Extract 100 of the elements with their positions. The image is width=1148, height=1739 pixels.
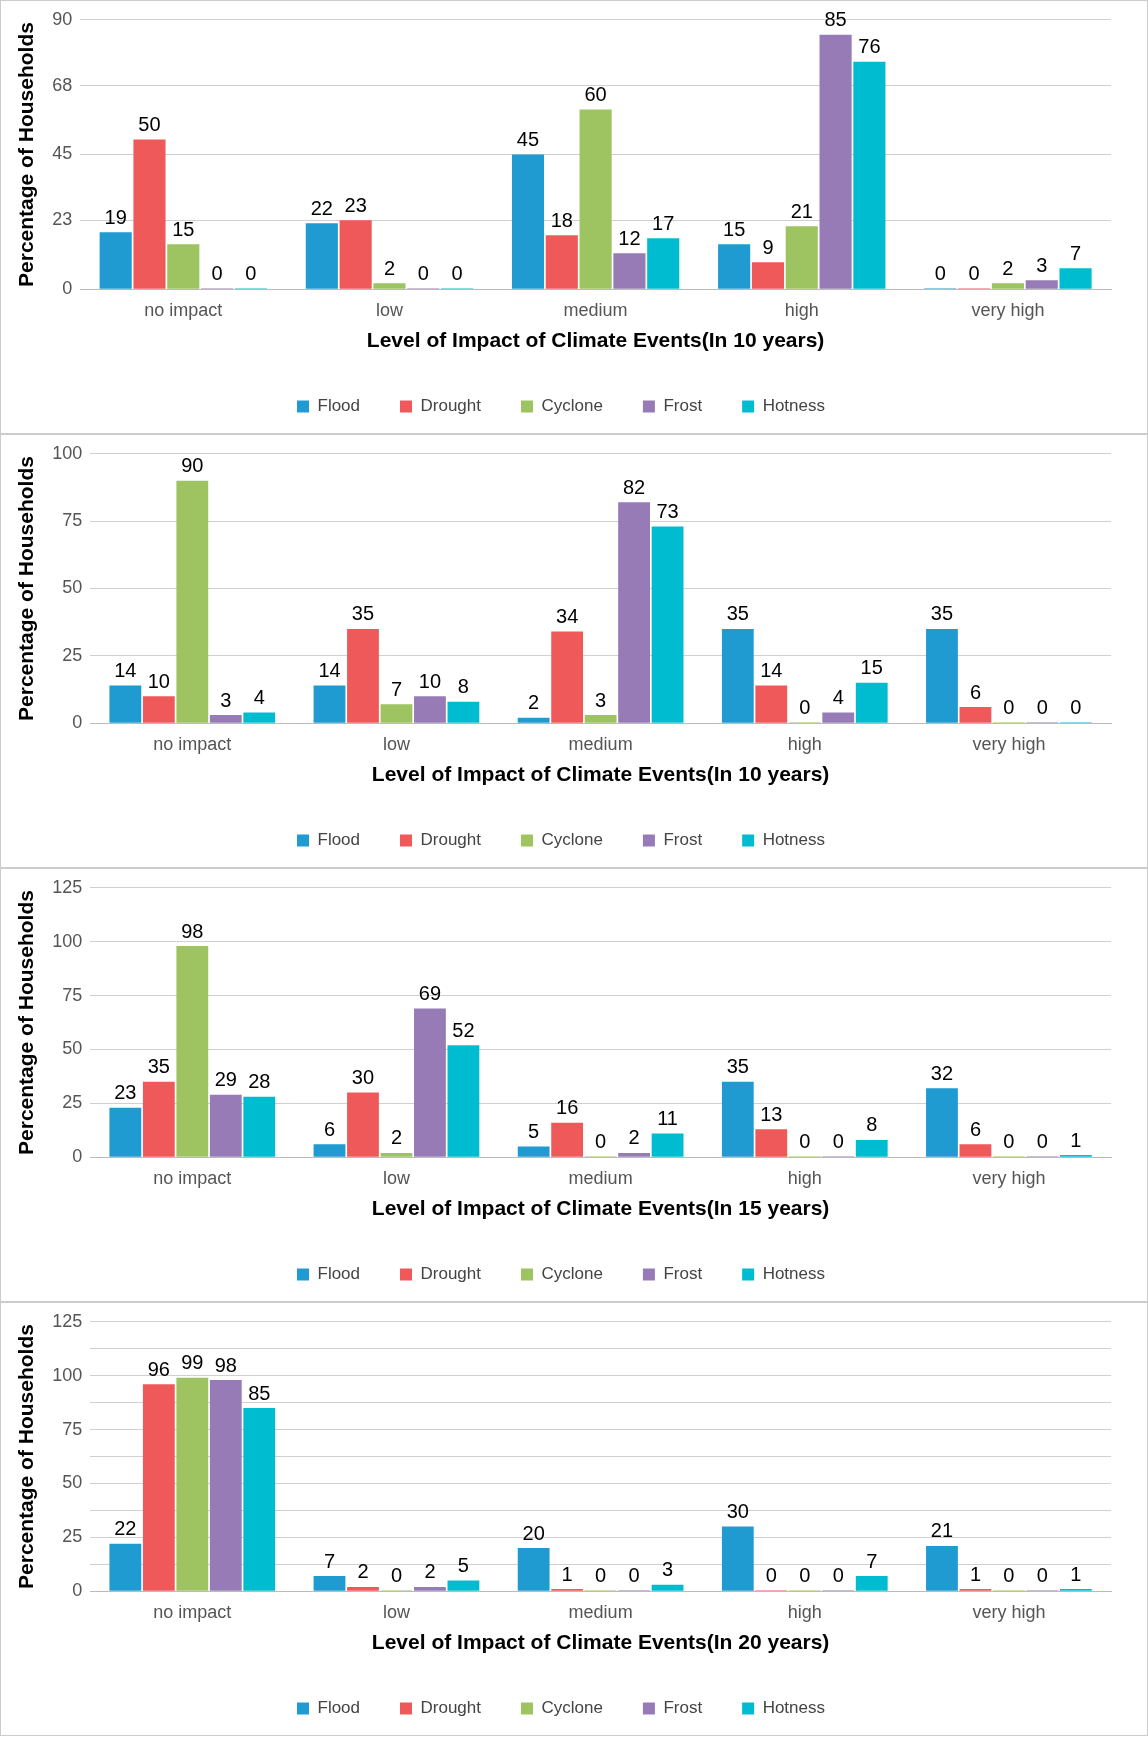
data-label: 90 [181, 454, 204, 477]
data-label: 85 [824, 8, 847, 31]
x-tick-label: no impact [153, 1601, 232, 1622]
data-label: 1 [1070, 1562, 1082, 1585]
data-label: 0 [245, 261, 257, 284]
data-label: 0 [799, 695, 811, 718]
bar [855, 1139, 888, 1157]
data-label: 3 [595, 688, 607, 711]
data-label: 32 [930, 1061, 954, 1084]
x-tick-label: medium [563, 299, 628, 320]
data-label: 5 [457, 1553, 469, 1576]
bar [142, 1081, 175, 1157]
legend-label: Drought [420, 396, 482, 416]
data-label: 98 [214, 1353, 237, 1376]
legend-label: Frost [663, 1698, 703, 1718]
bar [755, 1129, 788, 1157]
bar [551, 631, 584, 723]
bar [551, 1122, 584, 1157]
x-tick-label: high [787, 1601, 822, 1622]
data-label: 22 [114, 1517, 137, 1540]
bar [142, 1384, 175, 1591]
y-tick-label: 125 [52, 1310, 83, 1331]
x-axis-title: Level of Impact of Climate Events(In 20 years) [371, 1630, 830, 1654]
data-label: 23 [114, 1081, 137, 1104]
y-tick-label: 0 [72, 1146, 83, 1167]
data-label: 0 [1003, 1563, 1015, 1586]
legend-label: Frost [663, 830, 703, 850]
data-label: 45 [516, 128, 540, 151]
bar [545, 235, 578, 289]
data-label: 0 [934, 261, 946, 284]
data-label: 5 [528, 1119, 540, 1142]
data-label: 2 [357, 1560, 369, 1583]
data-label: 0 [417, 261, 429, 284]
bar [651, 1133, 684, 1157]
data-label: 34 [556, 605, 579, 628]
x-tick-label: high [787, 1167, 822, 1188]
y-tick-label: 23 [52, 209, 73, 230]
bar [380, 1152, 413, 1157]
bar [414, 696, 446, 723]
data-label: 0 [211, 261, 223, 284]
legend-label: Cyclone [541, 830, 603, 850]
data-label: 22 [310, 196, 333, 219]
bar [579, 109, 612, 289]
data-label: 23 [344, 193, 367, 216]
data-label: 9 [762, 235, 774, 258]
legend-label: Cyclone [541, 1698, 603, 1718]
bar [167, 244, 200, 289]
y-tick-label: 50 [62, 1472, 83, 1493]
data-label: 30 [351, 1066, 375, 1089]
y-tick-label: 45 [52, 143, 73, 164]
data-label: 3 [662, 1558, 674, 1581]
data-label: 7 [323, 1549, 336, 1572]
y-tick-label: 100 [52, 442, 83, 463]
data-label: 0 [832, 1129, 844, 1152]
data-label: 3 [220, 688, 232, 711]
y-tick-label: 75 [62, 510, 83, 531]
bar [1025, 280, 1058, 289]
bar [855, 1576, 888, 1591]
data-label: 52 [452, 1018, 475, 1041]
bar [447, 701, 480, 723]
data-label: 8 [457, 675, 469, 698]
y-axis-title: Percentage of Households [14, 1324, 38, 1589]
data-label: 4 [253, 685, 265, 708]
data-label: 6 [969, 680, 981, 703]
data-label: 0 [1003, 695, 1015, 718]
x-tick-label: no impact [153, 1167, 232, 1188]
x-tick-label: no impact [153, 733, 232, 754]
data-label: 15 [172, 217, 195, 240]
bar [313, 685, 346, 723]
bar [511, 154, 545, 289]
data-label: 82 [622, 475, 646, 498]
bar [926, 628, 958, 723]
bar [109, 1107, 142, 1157]
x-tick-label: low [382, 1601, 411, 1622]
data-label: 0 [968, 261, 980, 284]
bar [373, 283, 406, 289]
y-tick-label: 100 [52, 1364, 83, 1385]
data-label: 29 [214, 1068, 237, 1091]
data-label: 1 [969, 1562, 981, 1585]
bar [517, 717, 550, 723]
data-label: 6 [969, 1117, 981, 1140]
x-tick-label: very high [972, 1167, 1046, 1188]
legend-label: Cyclone [541, 396, 603, 416]
bar [721, 628, 754, 723]
bar [209, 1094, 242, 1157]
data-label: 15 [723, 217, 746, 240]
bar [819, 34, 852, 289]
legend-label: Flood [317, 830, 361, 850]
bar [347, 628, 379, 723]
data-label: 8 [866, 1113, 878, 1136]
data-label: 69 [418, 982, 442, 1005]
data-label: 76 [858, 35, 881, 58]
bar [176, 480, 209, 723]
x-tick-label: high [787, 733, 822, 754]
data-label: 14 [318, 659, 341, 681]
data-label: 12 [618, 226, 641, 249]
data-label: 0 [595, 1129, 607, 1152]
bar [243, 712, 276, 723]
x-tick-label: no impact [144, 299, 223, 320]
data-label: 4 [832, 685, 844, 708]
